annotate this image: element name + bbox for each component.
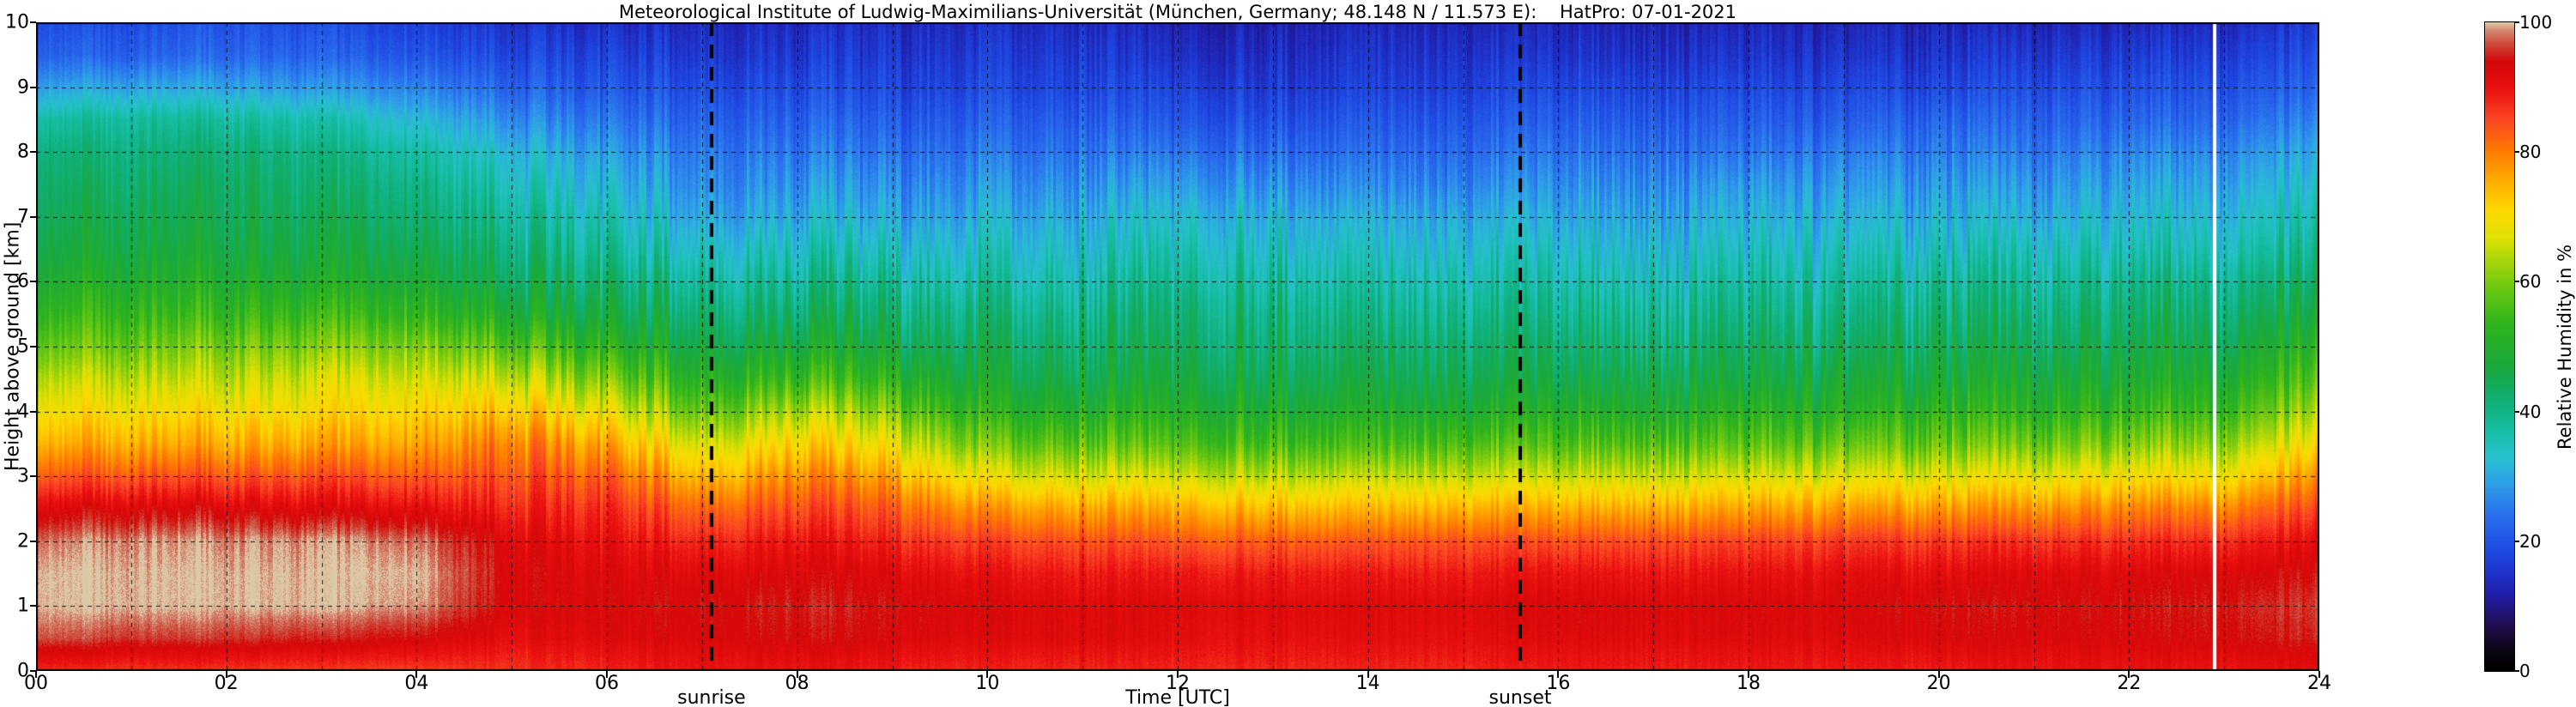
colorbar-tick-label: 100 [2519,12,2553,33]
x-tick-mark [986,671,989,678]
y-tick-mark [30,281,36,283]
x-tick-mark [2318,671,2320,678]
y-tick-label: 8 [17,141,29,163]
y-tick-mark [30,605,36,607]
y-tick-label: 9 [17,76,29,99]
y-tick-mark [30,540,36,542]
colorbar-label: Relative Humidity in % [2555,244,2575,450]
x-tick-mark [1748,671,1749,678]
heatmap-canvas [36,22,2319,671]
y-tick-mark [30,670,36,672]
y-tick-label: 6 [17,270,29,293]
y-tick-mark [30,21,36,23]
x-tick-mark [1367,671,1369,678]
y-tick-mark [30,475,36,478]
y-tick-label: 0 [17,660,29,682]
chart-title: Meteorological Institute of Ludwig-Maxim… [618,2,1737,22]
x-tick-mark [796,671,798,678]
y-tick-label: 5 [17,335,29,358]
x-tick-mark [606,671,608,678]
colorbar-tick-mark [2514,281,2519,283]
x-tick-mark [2128,671,2131,678]
x-tick-mark [1177,671,1179,678]
colorbar-tick-label: 80 [2519,142,2542,163]
colorbar-canvas [2484,21,2515,672]
y-tick-label: 1 [17,595,29,617]
y-tick-label: 3 [17,465,29,487]
sunrise-label: sunrise [677,687,746,707]
colorbar-tick-mark [2514,21,2519,23]
x-tick-mark [1557,671,1560,678]
x-tick-mark [225,671,227,678]
y-tick-mark [30,346,36,347]
y-tick-mark [30,86,36,88]
colorbar-tick-label: 60 [2519,271,2542,293]
x-tick-mark [35,671,37,678]
colorbar-tick-label: 20 [2519,530,2542,552]
colorbar-tick-mark [2514,670,2519,672]
colorbar-tick-mark [2514,151,2519,154]
colorbar-tick-label: 0 [2519,661,2531,681]
colorbar-tick-mark [2514,540,2519,542]
sunset-label: sunset [1488,687,1552,707]
y-tick-label: 4 [17,401,29,423]
x-axis-label: Time [UTC] [1125,687,1230,707]
y-tick-mark [30,151,36,154]
y-tick-label: 2 [17,530,29,553]
x-tick-mark [415,671,418,678]
y-tick-label: 7 [17,206,29,228]
x-tick-mark [1937,671,1940,678]
y-tick-mark [30,410,36,413]
colorbar-tick-mark [2514,410,2519,413]
y-tick-mark [30,215,36,218]
colorbar-tick-label: 40 [2519,401,2542,422]
y-tick-label: 10 [5,11,29,33]
